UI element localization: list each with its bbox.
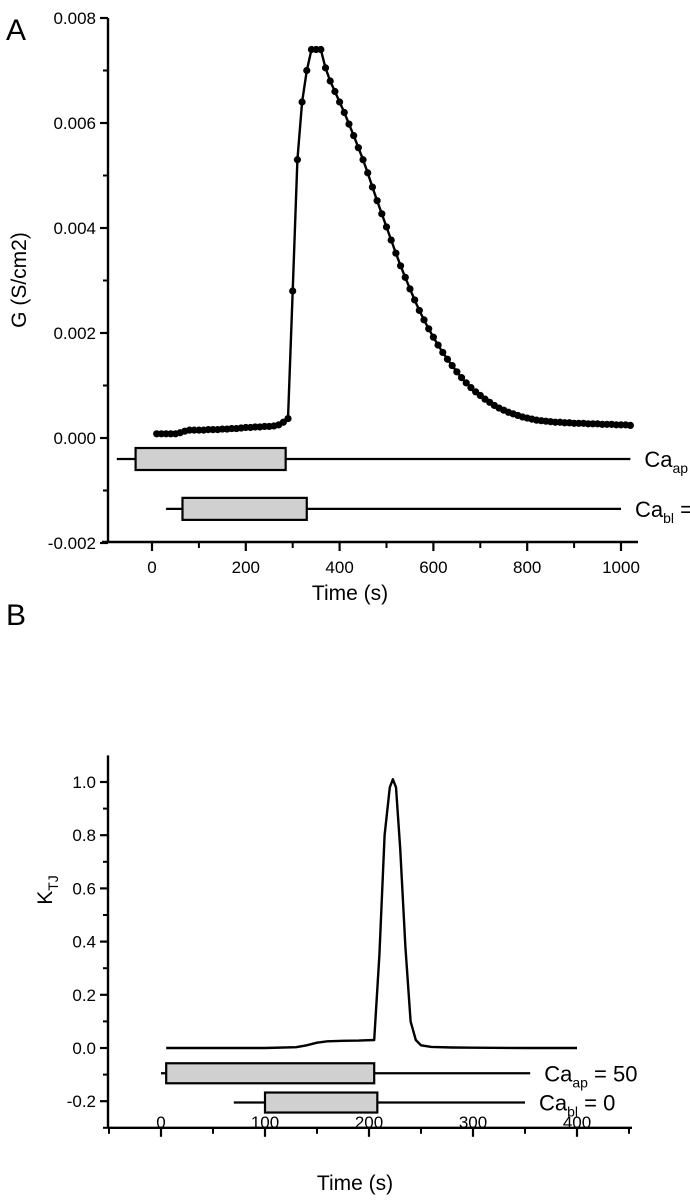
panel-a-x-axis-title: Time (s) — [312, 582, 388, 605]
data-point — [467, 384, 475, 392]
data-point — [336, 98, 344, 106]
data-point — [457, 374, 466, 382]
x-tick-label: 100 — [251, 1113, 279, 1132]
panel-a-letter: A — [6, 14, 26, 47]
data-point — [420, 316, 428, 324]
condition-bar-label: Cabl = 0 — [539, 1091, 615, 1120]
data-point — [321, 64, 330, 72]
data-point — [411, 296, 419, 304]
data-point — [373, 197, 381, 205]
condition-bar-box — [165, 1062, 376, 1085]
data-point — [284, 414, 292, 423]
data-point — [392, 249, 400, 257]
x-tick-label: 400 — [563, 1113, 591, 1132]
y-tick-label: 0.002 — [53, 324, 96, 343]
y-tick-label: 0.2 — [72, 986, 96, 1005]
y-tick-label: 0.000 — [53, 429, 96, 448]
data-point — [434, 341, 442, 349]
panel-b-letter: B — [6, 599, 26, 632]
data-point — [443, 355, 452, 363]
y-tick-label: 0.006 — [53, 114, 96, 133]
y-tick-label: 0.6 — [72, 879, 96, 898]
data-point — [317, 45, 325, 54]
panel-b-y-axis-title-sub: TJ — [45, 875, 61, 891]
y-tick-label: 1.0 — [72, 773, 96, 792]
condition-bar-label: Caap = 50 — [644, 447, 690, 476]
x-tick-label: 600 — [419, 558, 447, 577]
panel-b: B KTJ Time (s) -0.2 0.0 0.2 0.4 0.6 0.8 1.0 0 10… — [6, 599, 637, 1195]
data-point — [382, 223, 391, 231]
data-point — [354, 144, 362, 152]
condition-bar-box — [134, 446, 287, 472]
x-tick-label: 300 — [459, 1113, 487, 1132]
data-point — [378, 210, 386, 218]
data-point — [350, 132, 358, 140]
data-point — [298, 98, 306, 106]
x-tick-label: 200 — [355, 1113, 383, 1132]
data-point — [415, 306, 423, 315]
y-tick-label: 0.004 — [53, 219, 96, 238]
data-point — [359, 156, 367, 164]
condition-bar-box — [263, 1091, 379, 1114]
condition-bar-box — [181, 496, 308, 521]
x-tick-label: 1000 — [602, 558, 640, 577]
data-point — [289, 287, 297, 295]
y-tick-label: -0.2 — [67, 1092, 96, 1111]
data-point — [345, 120, 353, 128]
y-tick-label: 0.8 — [72, 826, 96, 845]
data-point — [453, 368, 461, 376]
x-tick-label: 0 — [156, 1113, 165, 1132]
condition-bar-label: Cabl = 0 — [635, 497, 690, 526]
y-tick-label: 0.4 — [72, 933, 96, 952]
data-point — [429, 333, 437, 341]
panel-a: A G (S/cm2) Time (s) -0.002 0.000 0.002 0.0… — [6, 9, 690, 605]
panel-a-y-axis-title: G (S/cm2) — [8, 232, 31, 328]
data-point — [303, 66, 311, 75]
data-point — [448, 361, 456, 370]
condition-bar-label: Caap = 50 — [544, 1061, 637, 1090]
data-point — [387, 236, 395, 244]
panel-b-y-axis-title-main: K — [34, 891, 57, 905]
data-point — [368, 183, 377, 191]
data-point — [406, 285, 414, 293]
y-tick-label: 0.0 — [72, 1039, 96, 1058]
data-point — [331, 87, 339, 96]
panel-b-x-axis-title: Time (s) — [317, 1172, 393, 1195]
x-tick-label: 200 — [232, 558, 260, 577]
data-point — [462, 379, 470, 387]
data-point — [293, 156, 301, 164]
y-tick-label: -0.002 — [48, 534, 96, 553]
data-point — [396, 262, 405, 270]
x-tick-label: 0 — [147, 558, 156, 577]
data-point — [340, 108, 348, 117]
data-point — [364, 169, 372, 177]
data-point — [401, 273, 409, 281]
panel-b-y-axis-title: KTJ — [34, 875, 61, 905]
y-tick-label: 0.008 — [53, 9, 96, 28]
series-line — [166, 778, 577, 1050]
x-tick-label: 800 — [513, 558, 541, 577]
data-point — [626, 421, 634, 429]
data-point — [326, 77, 334, 85]
x-tick-label: 400 — [325, 558, 353, 577]
data-point — [439, 348, 447, 357]
data-point — [425, 325, 433, 333]
